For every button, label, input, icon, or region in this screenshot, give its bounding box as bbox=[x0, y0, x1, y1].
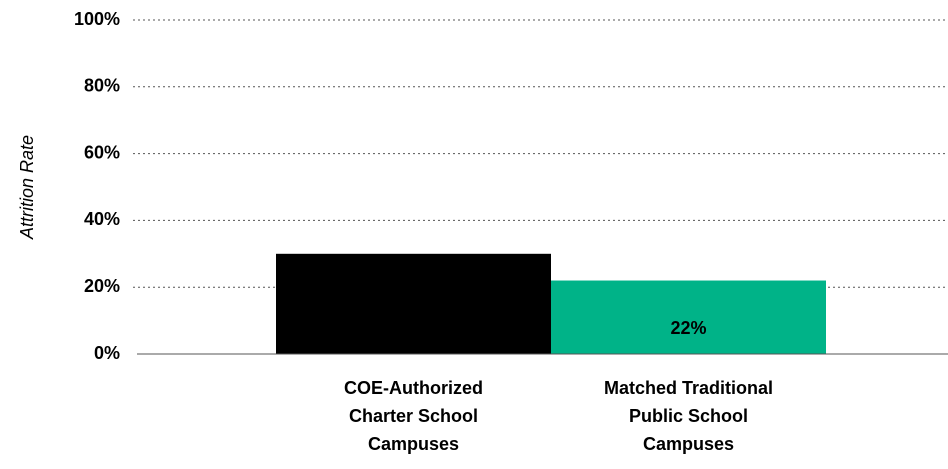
y-tick-label: 60% bbox=[84, 142, 120, 162]
y-tick-label: 20% bbox=[84, 276, 120, 296]
y-tick-label: 0% bbox=[94, 343, 120, 363]
y-tick-label: 80% bbox=[84, 76, 120, 96]
y-tick-label: 100% bbox=[74, 9, 120, 29]
y-axis-label: Attrition Rate bbox=[17, 135, 37, 240]
x-tick-label: Matched Traditional Public School Campus… bbox=[603, 378, 774, 454]
value-label: 22% bbox=[670, 318, 706, 338]
bar bbox=[276, 253, 551, 354]
y-tick-label: 40% bbox=[84, 209, 120, 229]
x-tick-label: COE-Authorized Charter School Campuses bbox=[344, 378, 483, 454]
bar bbox=[551, 280, 826, 354]
value-label: 30% bbox=[395, 318, 431, 338]
